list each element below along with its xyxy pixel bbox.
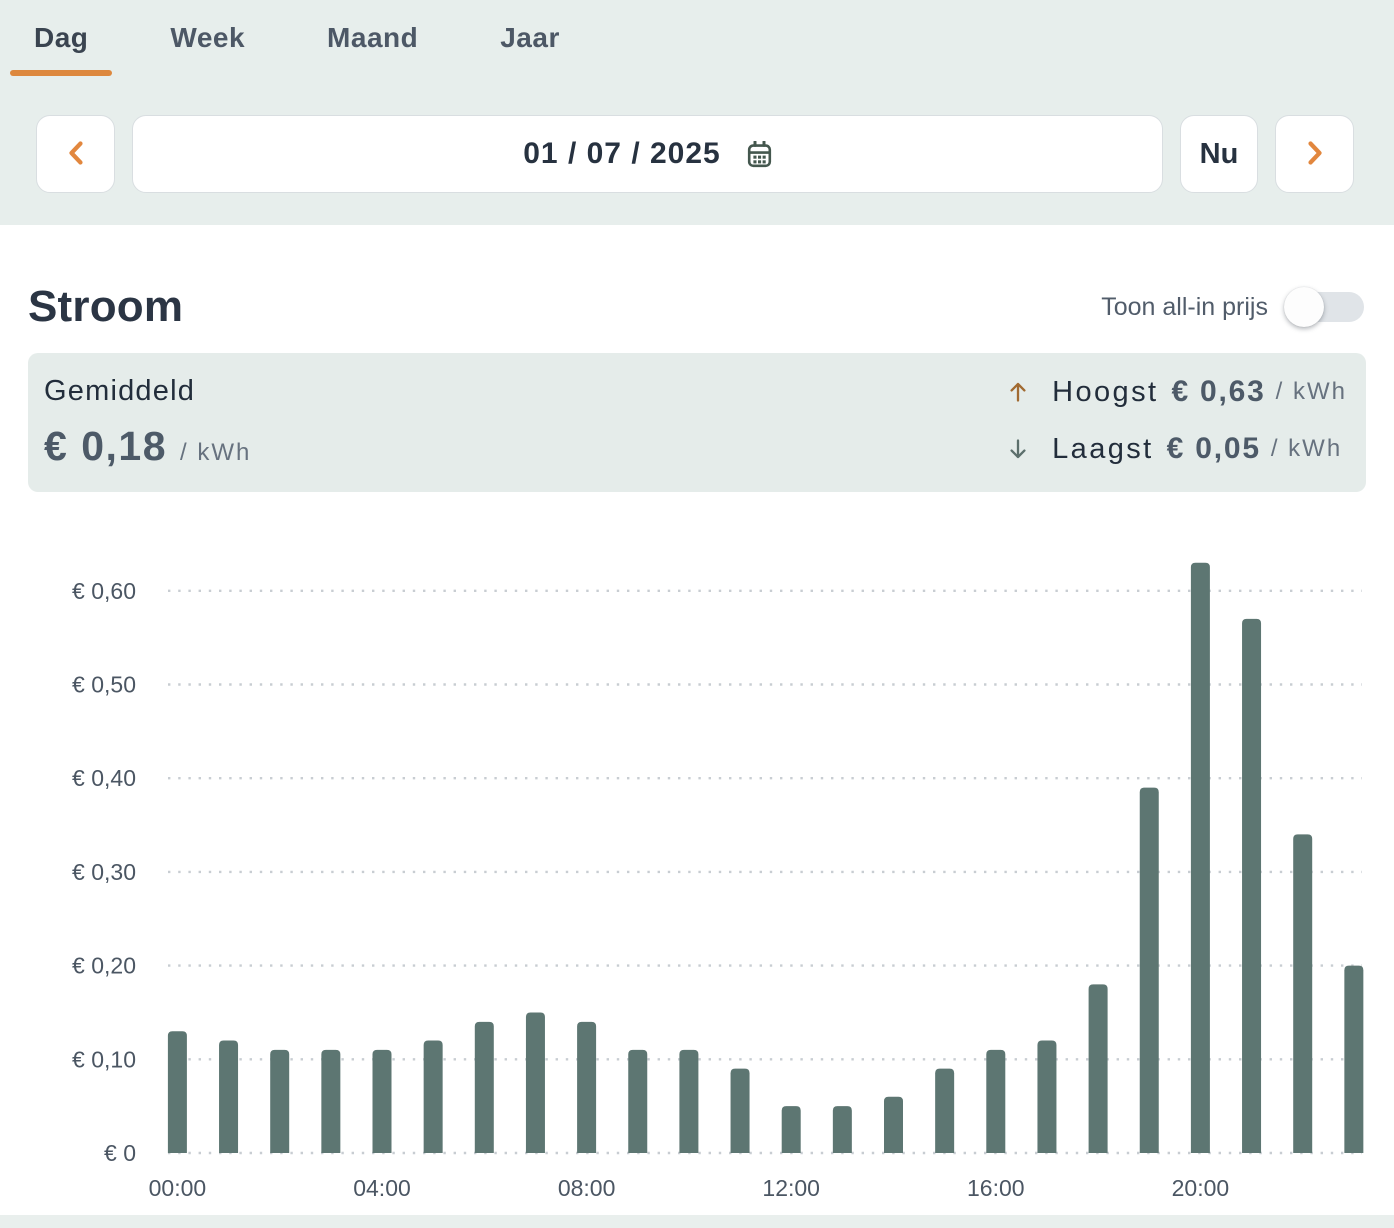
average-unit: / kWh [180, 439, 252, 466]
date-controls: 01 / 07 / 2025 [0, 76, 1394, 193]
date-value: 01 / 07 / 2025 [523, 137, 721, 170]
highest-price-row: Hoogst € 0,63 / kWh [1008, 375, 1347, 409]
y-axis-tick-label: € 0,60 [72, 578, 136, 604]
highest-label: Hoogst [1052, 375, 1159, 408]
tab-week[interactable]: Week [146, 16, 269, 76]
toggle-label: Toon all-in prijs [1101, 292, 1268, 321]
arrow-up-icon [1008, 381, 1028, 403]
previous-day-button[interactable] [36, 115, 115, 193]
price-bar-18:00[interactable] [1088, 984, 1108, 1153]
toggle-knob [1284, 287, 1324, 327]
price-bar-08:00[interactable] [577, 1021, 597, 1153]
tab-label: Week [170, 22, 246, 53]
highest-unit: / kWh [1275, 378, 1347, 405]
chevron-right-icon [1302, 138, 1328, 171]
price-bar-04:00[interactable] [372, 1049, 392, 1153]
y-axis-tick-label: € 0,10 [72, 1046, 136, 1072]
price-bar-02:00[interactable] [270, 1049, 290, 1153]
price-bar-20:00[interactable] [1190, 562, 1210, 1153]
lowest-label: Laagst [1052, 432, 1154, 465]
y-axis-tick-label: € 0,40 [72, 765, 136, 791]
tab-label: Jaar [500, 22, 560, 53]
price-bar-chart: € 0 € 0,10 € 0,20 € 0,30 € 0,40 € 0,50 € 0,60 0… [0, 531, 1394, 1217]
y-axis-tick-label: € 0 [104, 1140, 136, 1166]
price-bar-10:00[interactable] [679, 1049, 699, 1153]
price-bar-06:00[interactable] [474, 1021, 494, 1153]
tab-jaar[interactable]: Jaar [476, 16, 584, 76]
price-bar-14:00[interactable] [884, 1096, 903, 1153]
x-axis-tick-label: 16:00 [967, 1175, 1025, 1201]
active-tab-underline [10, 70, 113, 76]
price-bar-00:00[interactable] [167, 1031, 187, 1153]
price-bar-11:00[interactable] [730, 1068, 750, 1153]
average-value: € 0,18 [44, 423, 167, 469]
price-bar-22:00[interactable] [1293, 834, 1313, 1153]
next-day-button[interactable] [1275, 115, 1354, 193]
price-bar-15:00[interactable] [935, 1068, 955, 1153]
topbar: Dag Week Maand Jaar 01 / 07 / 2025 [0, 0, 1394, 225]
now-button[interactable]: Nu [1180, 115, 1258, 193]
x-axis-tick-label: 00:00 [149, 1175, 207, 1201]
tab-label: Maand [327, 22, 419, 53]
tab-maand[interactable]: Maand [303, 16, 442, 76]
price-bar-07:00[interactable] [525, 1012, 545, 1153]
section-head: Stroom Toon all-in prijs [28, 282, 1364, 332]
page-title: Stroom [28, 282, 184, 331]
y-axis-tick-label: € 0,30 [72, 859, 136, 885]
average-price-block: Gemiddeld € 0,18 / kWh [44, 375, 251, 470]
highest-value: € 0,63 [1171, 375, 1266, 408]
price-bar-21:00[interactable] [1242, 618, 1262, 1153]
price-bar-13:00[interactable] [832, 1106, 852, 1153]
lowest-unit: / kWh [1270, 435, 1343, 462]
lowest-value: € 0,05 [1166, 432, 1261, 465]
x-axis-tick-label: 08:00 [558, 1175, 616, 1201]
x-axis-tick-label: 12:00 [762, 1175, 820, 1201]
lowest-price-row: Laagst € 0,05 / kWh [1008, 432, 1347, 466]
price-bar-16:00[interactable] [986, 1049, 1006, 1153]
tab-label: Dag [34, 22, 89, 53]
price-bar-03:00[interactable] [321, 1049, 341, 1153]
price-chart-svg: € 0 € 0,10 € 0,20 € 0,30 € 0,40 € 0,50 € 0,60 0… [72, 562, 1364, 1201]
y-axis-tick-label: € 0,50 [72, 672, 136, 698]
date-input[interactable]: 01 / 07 / 2025 [132, 115, 1163, 193]
x-axis-tick-label: 04:00 [353, 1175, 411, 1201]
price-bar-17:00[interactable] [1037, 1040, 1057, 1153]
price-bar-19:00[interactable] [1139, 787, 1159, 1153]
chevron-left-icon [63, 138, 89, 171]
all-in-price-toggle-group: Toon all-in prijs [1101, 287, 1364, 327]
average-label: Gemiddeld [44, 375, 196, 407]
period-tabs: Dag Week Maand Jaar [0, 0, 1394, 76]
x-axis-tick-label: 20:00 [1172, 1175, 1230, 1201]
all-in-price-toggle[interactable] [1284, 287, 1364, 327]
next-section-edge [0, 1215, 1394, 1228]
price-bar-09:00[interactable] [628, 1049, 648, 1153]
arrow-down-icon [1008, 438, 1028, 460]
price-bar-12:00[interactable] [781, 1106, 801, 1153]
summary-card: Gemiddeld € 0,18 / kWh Hoogst € 0,63 [28, 353, 1366, 492]
price-bar-01:00[interactable] [219, 1040, 239, 1153]
price-bar-05:00[interactable] [423, 1040, 443, 1153]
tab-dag[interactable]: Dag [10, 16, 113, 76]
y-axis-tick-label: € 0,20 [72, 953, 136, 979]
calendar-icon [747, 140, 772, 168]
price-bar-23:00[interactable] [1344, 965, 1364, 1153]
extremes-block: Hoogst € 0,63 / kWh Laagst € 0,05 / kWh [1008, 375, 1347, 466]
